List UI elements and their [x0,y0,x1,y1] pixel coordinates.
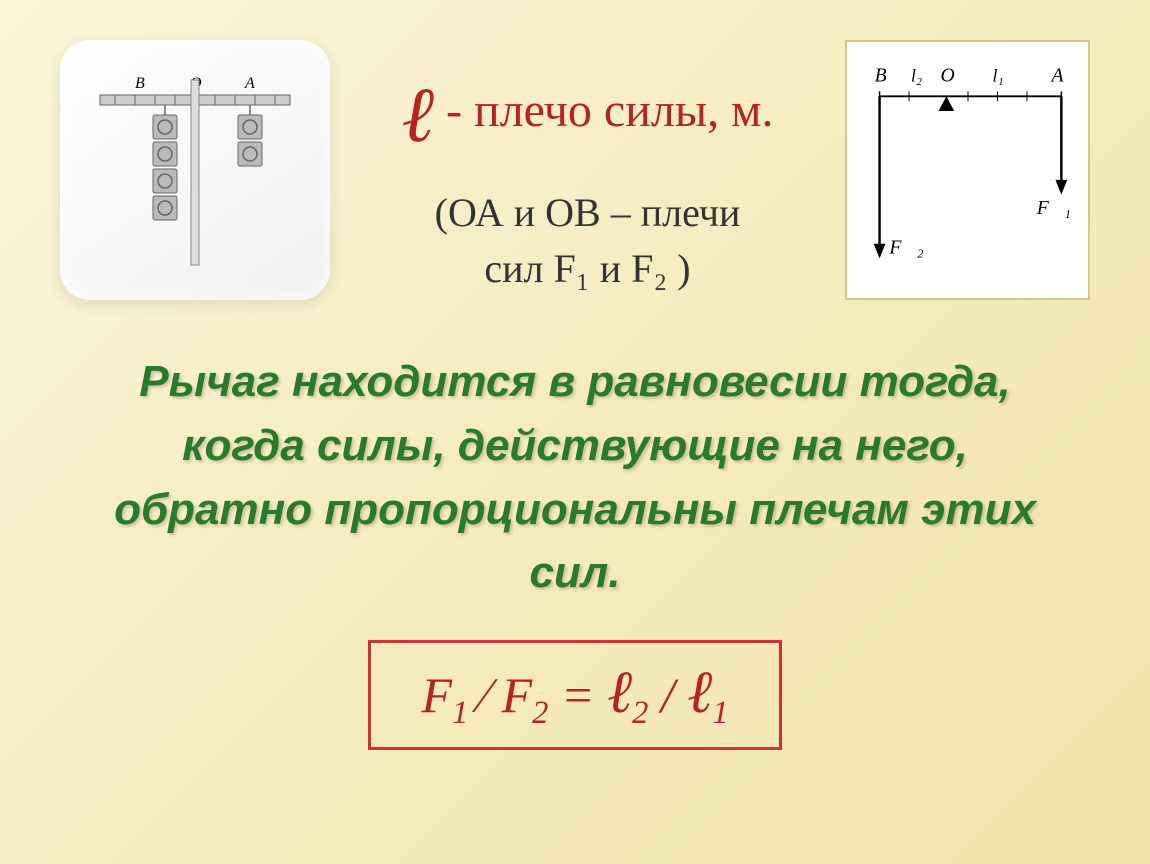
label-l2: l₂ [911,66,922,86]
formula: F1 ∕ F2 = ℓ2 / ℓ1 [368,640,781,750]
formula-container: F1 ∕ F2 = ℓ2 / ℓ1 [60,640,1090,750]
right-weights [238,115,262,166]
title-text: - плечо силы, м. [434,84,773,137]
force-arm-diagram: B l₂ O l₁ A F⃗₂ [858,57,1078,283]
label-a-left: A [244,75,255,92]
top-row: B O A [60,40,1090,300]
label-l1: l₁ [992,66,1003,86]
label-o-right: O [940,65,954,87]
force-f2-arrow [873,244,885,259]
label-f1: F⃗₁ [1035,197,1070,219]
right-diagram-panel: B l₂ O l₁ A F⃗₂ [845,40,1090,300]
label-a-right: A [1049,65,1064,87]
slide-container: B O A [0,0,1150,864]
left-weights [153,115,177,220]
lever-weights-diagram: B O A [80,70,310,270]
label-b-right: B [874,65,886,87]
fulcrum-triangle [938,96,954,111]
support-rod [191,80,199,265]
subtitle-line2: сил F₁ и F₂ ) [360,241,815,297]
label-f2: F⃗₂ [888,237,923,259]
subtitle-line1: (ОА и ОВ – плечи [360,185,815,241]
title-block: ℓ - плечо силы, м. (ОА и ОВ – плечи сил … [360,40,815,297]
left-diagram-panel: B O A [60,40,330,300]
title-line: ℓ - плечо силы, м. [360,70,815,160]
subtitle: (ОА и ОВ – плечи сил F₁ и F₂ ) [360,185,815,297]
main-statement: Рычаг находится в равновесии тогда, когд… [60,350,1090,605]
force-f1-arrow [1055,180,1067,195]
script-l-symbol: ℓ [402,71,435,158]
label-b-left: B [135,75,145,92]
